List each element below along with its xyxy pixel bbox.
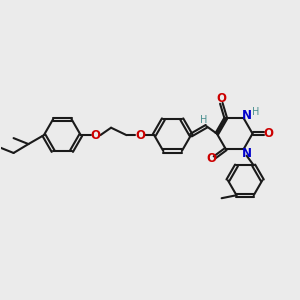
Text: O: O (263, 127, 273, 140)
Text: O: O (91, 129, 100, 142)
Text: O: O (206, 152, 216, 165)
Text: H: H (252, 107, 259, 117)
Text: O: O (216, 92, 226, 105)
Text: H: H (200, 115, 208, 125)
Text: N: N (242, 147, 252, 160)
Text: N: N (242, 109, 252, 122)
Text: O: O (135, 129, 145, 142)
